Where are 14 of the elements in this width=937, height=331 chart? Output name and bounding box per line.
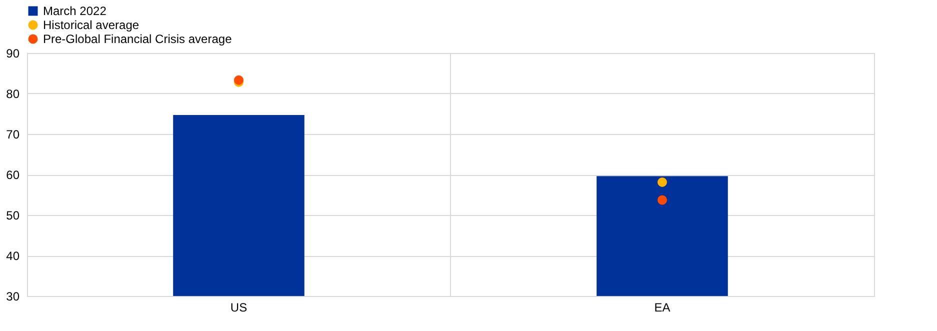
y-tick-label: 40 (6, 249, 20, 263)
y-tick-label: 60 (6, 168, 20, 182)
y-tick-label: 70 (6, 128, 20, 142)
x-tick-label: US (230, 300, 248, 314)
legend-label: Pre-Global Financial Crisis average (43, 32, 232, 46)
y-tick-label: 80 (6, 87, 20, 101)
legend-label: March 2022 (43, 4, 107, 18)
legend-label: Historical average (43, 18, 140, 32)
y-tick-label: 90 (6, 46, 20, 60)
y-tick-label: 50 (6, 208, 20, 222)
point (658, 177, 667, 187)
x-tick-label: EA (654, 300, 670, 314)
y-tick-label: 30 (6, 290, 20, 304)
point (658, 195, 667, 205)
